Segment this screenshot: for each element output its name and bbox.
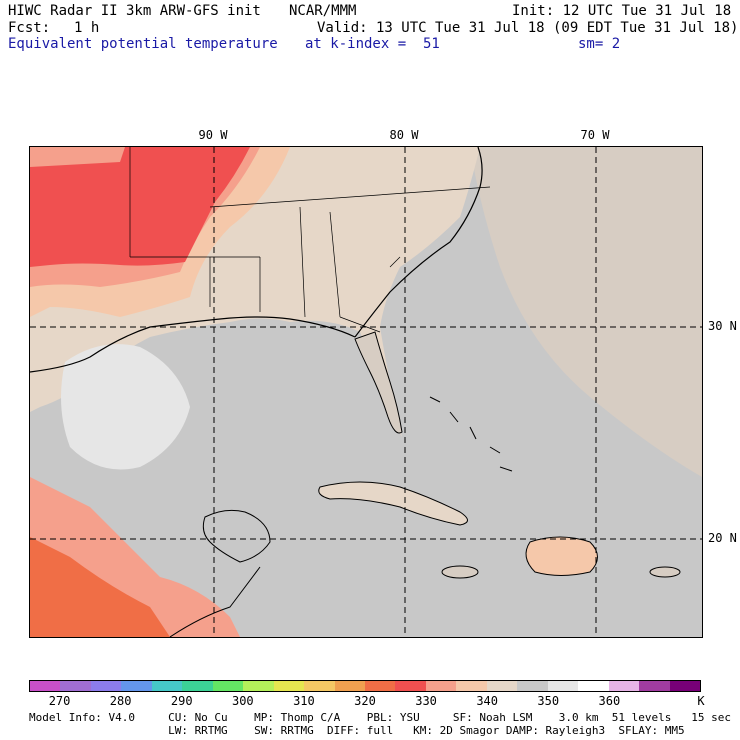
colorbar-tick-label: 300	[231, 694, 254, 708]
colorbar-units: K	[697, 694, 705, 708]
colorbar-tick-label: 290	[170, 694, 193, 708]
init-time: Init: 12 UTC Tue 31 Jul 18	[512, 3, 732, 19]
central-america-coast	[169, 566, 261, 637]
colorbar-segment	[90, 681, 122, 691]
model-title: HIWC Radar II 3km ARW-GFS init	[8, 3, 261, 19]
colorbar-tick-label: 350	[537, 694, 560, 708]
level-label: at k-index = 51	[305, 36, 440, 52]
colorbar-tick-label: 360	[598, 694, 621, 708]
colorbar-tick-label: 280	[109, 694, 132, 708]
hispaniola-warm-region	[526, 537, 598, 576]
yucatan-outline	[202, 509, 271, 563]
latitude-label-20n: 20 N	[708, 531, 737, 545]
colorbar-tick-label: 310	[293, 694, 315, 708]
model-info-line2: LW: RRTMG SW: RRTMG DIFF: full KM: 2D Sm…	[29, 724, 685, 737]
gulf-light-region	[61, 344, 190, 470]
colorbar-segment	[456, 681, 487, 691]
jamaica-outline	[441, 565, 479, 579]
latitude-label-30n: 30 N	[708, 319, 737, 333]
colorbar-segment	[639, 681, 670, 691]
colorbar-segment	[243, 681, 274, 691]
colorbar-segment	[425, 681, 457, 691]
smoothing-label: sm= 2	[578, 36, 621, 52]
colorbar-segment	[517, 681, 548, 691]
colorbar-segment	[486, 681, 518, 691]
colorbar-tick-label: 270	[48, 694, 71, 708]
state-borders	[129, 147, 491, 333]
theta-e-map	[30, 147, 702, 637]
colorbar-tick-label: 340	[476, 694, 499, 708]
longitude-label-80w: 80 W	[389, 128, 419, 142]
plains-red-region	[30, 147, 250, 267]
valid-time: Valid: 13 UTC Tue 31 Jul 18 (09 EDT Tue …	[317, 20, 739, 36]
colorbar-segment	[304, 681, 335, 691]
lat-lon-gridlines	[30, 147, 702, 637]
florida-outline	[354, 331, 403, 434]
forecast-hour: 1 h	[74, 20, 100, 36]
colorbar-segment	[395, 681, 426, 691]
colorbar-segment	[60, 681, 91, 691]
map-panel	[29, 146, 703, 638]
colorbar-segment	[273, 681, 305, 691]
colorbar-tick-label: 330	[415, 694, 437, 708]
colorbar	[29, 680, 701, 692]
colorbar-segment	[30, 681, 61, 691]
hispaniola-outline	[525, 536, 598, 576]
colorbar-segment	[547, 681, 579, 691]
bahamas-islands	[429, 396, 513, 472]
cuba-outline	[318, 481, 468, 526]
forecast-label: Fcst:	[8, 20, 51, 36]
gulf-coastline	[30, 316, 356, 373]
longitude-label-90w: 90 W	[198, 128, 228, 142]
colorbar-segment	[182, 681, 213, 691]
atlantic-warm-region	[470, 147, 702, 477]
model-info-line1: Model Info: V4.0 CU: No Cu MP: Thomp C/A…	[29, 711, 731, 724]
colorbar-segment	[212, 681, 244, 691]
colorbar-segment	[608, 681, 640, 691]
colorbar-tick-label: 320	[354, 694, 376, 708]
colorbar-segment	[151, 681, 183, 691]
colorbar-segment	[121, 681, 152, 691]
longitude-label-70w: 70 W	[580, 128, 610, 142]
field-name: Equivalent potential temperature	[8, 36, 278, 52]
puerto-rico-outline	[649, 566, 681, 578]
colorbar-segment	[364, 681, 396, 691]
colorbar-segment	[334, 681, 365, 691]
east-coastline	[354, 147, 483, 338]
organization-label: NCAR/MMM	[289, 3, 357, 19]
colorbar-segment	[578, 681, 609, 691]
mexico-hot-region	[30, 537, 170, 637]
colorbar-segment	[669, 681, 700, 691]
